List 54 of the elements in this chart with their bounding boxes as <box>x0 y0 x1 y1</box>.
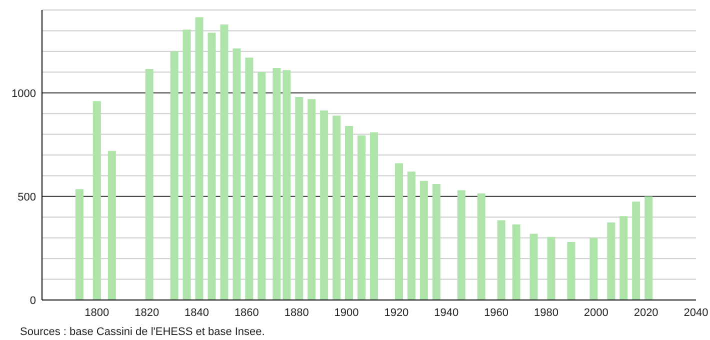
bar <box>590 238 598 300</box>
bar <box>295 97 304 300</box>
bar <box>195 17 204 300</box>
bar <box>407 172 416 300</box>
bar <box>145 69 154 300</box>
bar <box>245 58 254 300</box>
x-tick-label: 1860 <box>234 306 259 319</box>
bar <box>282 70 291 300</box>
x-tick-label: 1840 <box>184 306 210 319</box>
y-tick-label: 500 <box>18 191 36 204</box>
bar <box>272 68 281 300</box>
y-tick-label: 1000 <box>12 88 36 100</box>
bar <box>170 51 178 300</box>
bar <box>258 72 266 300</box>
bar <box>547 236 556 300</box>
x-tick-label: 2020 <box>634 306 658 319</box>
x-tick-label: 1920 <box>384 306 409 319</box>
bar <box>208 32 216 300</box>
x-tick-label: 1820 <box>134 306 160 319</box>
bar <box>345 126 354 300</box>
bar <box>308 99 316 300</box>
bar <box>320 110 328 300</box>
x-tick-label: 2040 <box>684 306 708 319</box>
bar <box>607 222 616 300</box>
bar <box>420 180 428 300</box>
bar <box>632 202 640 300</box>
bar <box>432 184 440 300</box>
source-note: Sources : base Cassini de l'EHESS et base Insee. <box>20 326 266 338</box>
bar <box>497 220 506 300</box>
bar <box>232 48 241 300</box>
bar <box>370 132 378 300</box>
x-tick-label: 1880 <box>284 306 309 319</box>
bar <box>220 24 228 300</box>
bar <box>644 196 653 300</box>
bar <box>75 189 84 300</box>
bar <box>457 190 466 300</box>
bar <box>512 224 520 300</box>
bar <box>620 216 628 300</box>
bar <box>358 135 366 300</box>
bar <box>567 242 576 300</box>
x-tick-label: 1900 <box>334 306 359 319</box>
bar <box>108 150 116 300</box>
bar <box>182 30 191 300</box>
x-tick-label: 1980 <box>534 306 558 319</box>
bar <box>394 163 403 300</box>
x-tick-label: 1940 <box>434 306 459 319</box>
x-tick-label: 1960 <box>484 306 509 319</box>
bar <box>92 101 101 300</box>
bar <box>477 193 486 300</box>
y-tick-label: 0 <box>30 294 36 307</box>
x-tick-label: 1800 <box>84 306 110 319</box>
x-tick-label: 2000 <box>584 306 608 319</box>
bar <box>530 234 538 300</box>
bar <box>332 116 341 300</box>
